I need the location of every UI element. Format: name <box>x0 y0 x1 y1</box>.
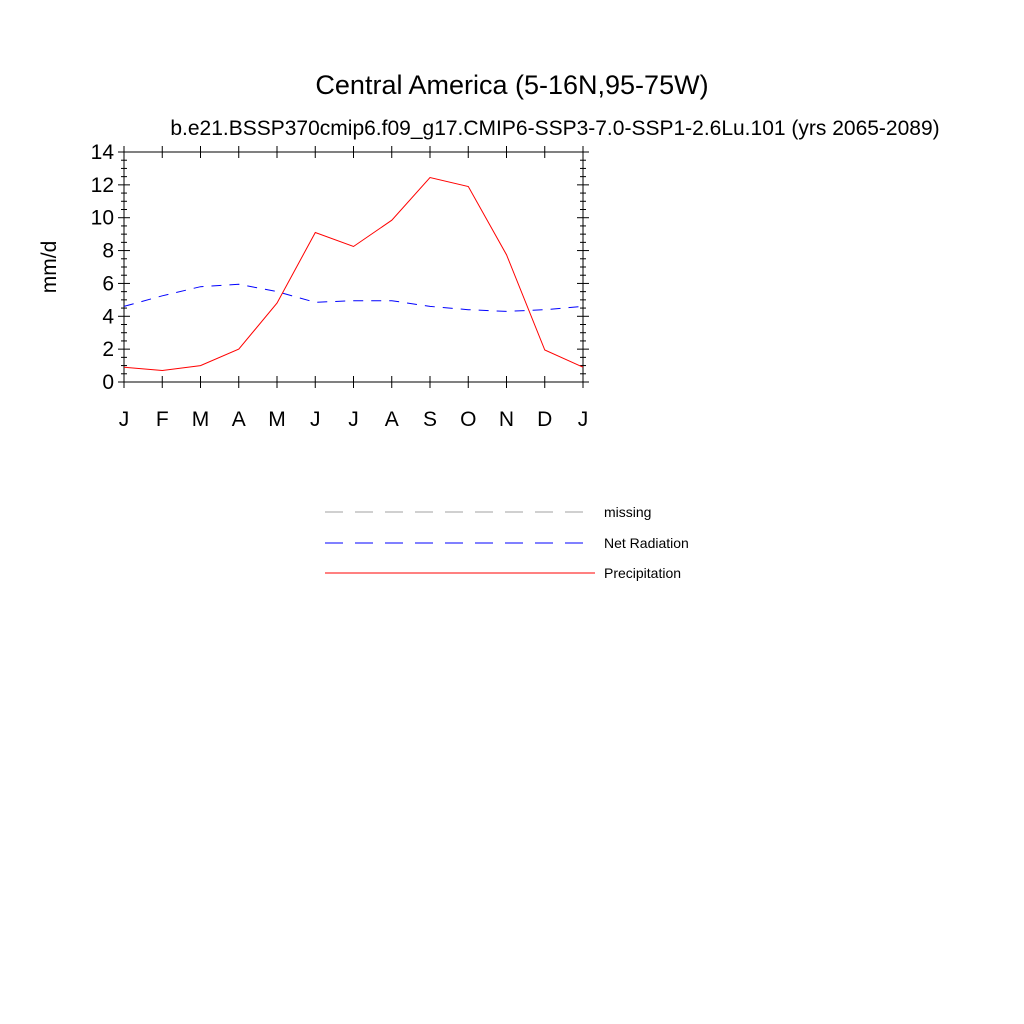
x-tick-label: M <box>268 408 286 431</box>
legend-label: Net Radiation <box>604 535 689 551</box>
y-tick-label: 2 <box>102 338 114 361</box>
x-tick-label: D <box>537 408 552 431</box>
x-tick-label: S <box>423 408 437 431</box>
y-tick-label: 10 <box>91 207 114 230</box>
legend-label: Precipitation <box>604 565 681 581</box>
y-tick-label: 0 <box>102 371 114 394</box>
x-tick-label: M <box>192 408 210 431</box>
y-axis-label: mm/d <box>38 241 61 294</box>
x-tick-label: J <box>348 408 359 431</box>
y-tick-label: 4 <box>102 305 114 328</box>
precipitation-line <box>123 176 584 372</box>
y-axis-ticks: 0 2 4 6 8 10 12 14 <box>91 141 589 394</box>
y-tick-label: 12 <box>91 174 114 197</box>
y-tick-label: 8 <box>102 240 114 263</box>
y-tick-label: 6 <box>102 272 114 295</box>
y-tick-label: 14 <box>91 141 115 164</box>
net-radiation-line <box>123 283 584 312</box>
x-tick-label: A <box>232 408 246 431</box>
x-tick-label: J <box>310 408 321 431</box>
x-tick-label: F <box>156 408 169 431</box>
legend: missing Net Radiation Precipitation <box>325 504 689 581</box>
chart-title: Central America (5-16N,95-75W) <box>315 70 708 100</box>
x-tick-label: J <box>578 408 589 431</box>
x-tick-label: J <box>119 408 130 431</box>
x-tick-label: O <box>460 408 476 431</box>
x-tick-label: N <box>499 408 514 431</box>
series-layer <box>123 176 584 372</box>
chart-subtitle: b.e21.BSSP370cmip6.f09_g17.CMIP6-SSP3-7.… <box>170 117 939 140</box>
plot-frame <box>123 151 584 383</box>
x-tick-label: A <box>385 408 399 431</box>
legend-label: missing <box>604 504 651 520</box>
